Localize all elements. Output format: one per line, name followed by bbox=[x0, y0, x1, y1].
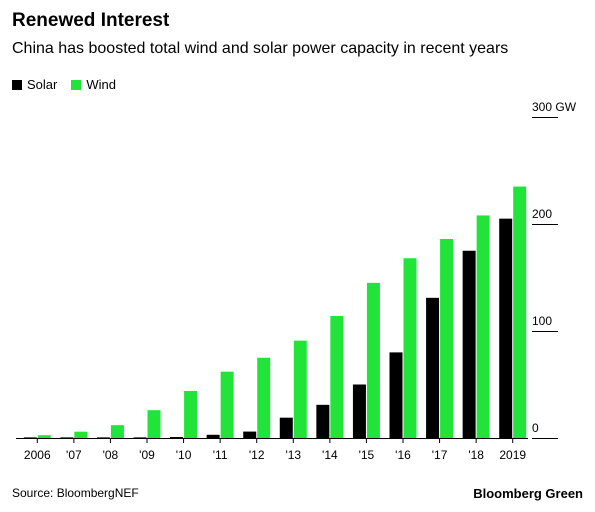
bar-wind-7 bbox=[293, 340, 307, 438]
x-tick-label-3: '09 bbox=[139, 448, 155, 462]
bar-wind-13 bbox=[513, 186, 527, 438]
x-tick-label-2: '08 bbox=[103, 448, 119, 462]
x-tick-label-4: '10 bbox=[176, 448, 192, 462]
bar-wind-12 bbox=[476, 215, 490, 438]
x-tick-label-13: 2019 bbox=[499, 448, 526, 462]
bar-wind-9 bbox=[366, 282, 380, 438]
bar-solar-9 bbox=[352, 384, 366, 438]
x-tick-label-12: '18 bbox=[468, 448, 484, 462]
x-tick-label-0: 2006 bbox=[24, 448, 51, 462]
x-tick-label-8: '14 bbox=[322, 448, 338, 462]
legend-label-wind: Wind bbox=[86, 77, 116, 92]
bar-wind-4 bbox=[184, 390, 198, 438]
bar-solar-3 bbox=[133, 437, 147, 438]
legend-swatch-solar bbox=[12, 79, 22, 90]
bar-solar-6 bbox=[243, 431, 257, 438]
chart-title: Renewed Interest bbox=[12, 10, 170, 31]
legend-label-solar: Solar bbox=[27, 77, 58, 92]
y-tick-label-2: 200 bbox=[532, 207, 552, 221]
brand-logo-text: Bloomberg Green bbox=[473, 486, 583, 501]
x-tick-label-5: '11 bbox=[213, 448, 228, 462]
bar-wind-8 bbox=[330, 316, 344, 438]
bar-solar-7 bbox=[279, 417, 293, 438]
x-tick-label-9: '15 bbox=[359, 448, 375, 462]
x-tick-label-1: '07 bbox=[66, 448, 82, 462]
bar-solar-8 bbox=[316, 404, 330, 438]
x-tick-label-11: '17 bbox=[432, 448, 448, 462]
bar-wind-6 bbox=[257, 357, 271, 438]
y-tick-label-1: 100 bbox=[532, 314, 552, 328]
y-tick-label-3: 300 GW bbox=[532, 100, 577, 114]
legend: Solar Wind bbox=[12, 77, 130, 92]
legend-item-wind: Wind bbox=[71, 77, 116, 92]
y-tick-label-0: 0 bbox=[532, 421, 539, 435]
x-tick-label-6: '12 bbox=[249, 448, 265, 462]
bar-wind-0 bbox=[37, 435, 51, 438]
source-note: Source: BloombergNEF bbox=[12, 486, 139, 500]
bar-solar-1 bbox=[60, 437, 74, 438]
bar-wind-10 bbox=[403, 258, 417, 438]
bar-wind-11 bbox=[440, 238, 454, 438]
legend-swatch-wind bbox=[71, 79, 82, 90]
bar-solar-5 bbox=[206, 434, 220, 438]
bar-solar-4 bbox=[170, 437, 184, 438]
bar-wind-3 bbox=[147, 410, 161, 438]
bar-wind-2 bbox=[110, 425, 124, 438]
bar-solar-2 bbox=[96, 437, 110, 438]
x-tick-label-10: '16 bbox=[395, 448, 411, 462]
bar-solar-13 bbox=[499, 218, 513, 438]
bar-wind-5 bbox=[220, 371, 234, 438]
bar-solar-10 bbox=[389, 352, 403, 438]
legend-item-solar: Solar bbox=[12, 77, 57, 92]
bar-solar-11 bbox=[426, 297, 440, 438]
bar-wind-1 bbox=[74, 431, 88, 438]
bar-solar-0 bbox=[23, 437, 37, 438]
x-tick-label-7: '13 bbox=[285, 448, 301, 462]
bar-solar-12 bbox=[462, 250, 476, 438]
chart-subtitle: China has boosted total wind and solar p… bbox=[12, 40, 509, 57]
